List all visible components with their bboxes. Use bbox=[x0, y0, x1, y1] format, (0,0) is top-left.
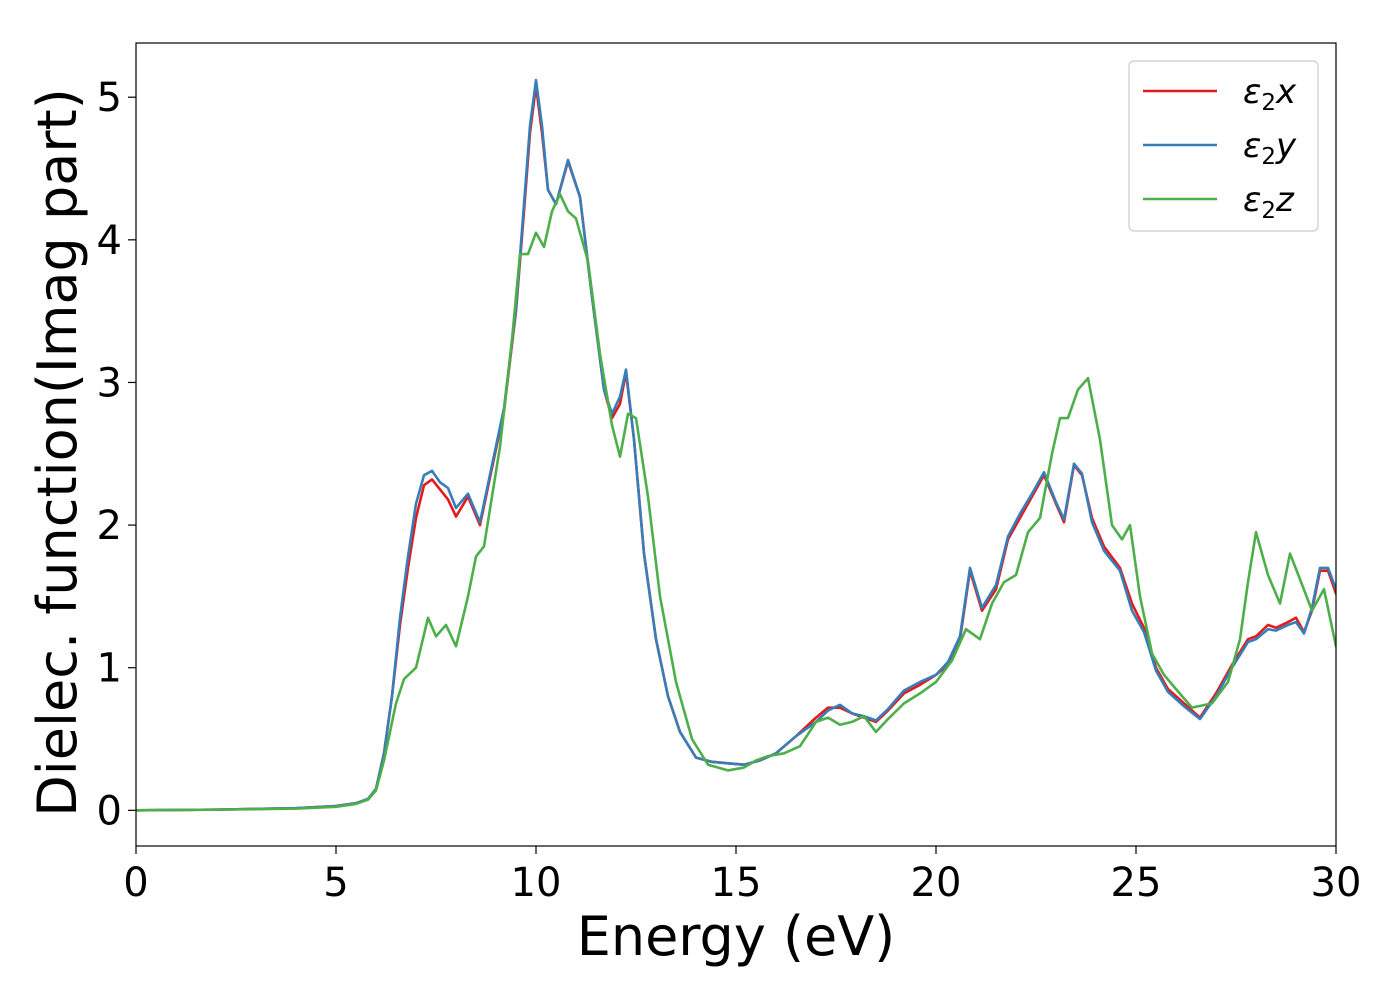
series-line-z bbox=[136, 192, 1336, 812]
legend-epsilon: ε bbox=[1243, 72, 1261, 112]
x-tick-label: 10 bbox=[511, 860, 562, 906]
x-tick-label: 15 bbox=[711, 860, 762, 906]
legend-component: y bbox=[1275, 126, 1297, 166]
y-axis-title: Dielec. function(Imag part) bbox=[26, 88, 89, 817]
y-tick-label: 5 bbox=[97, 75, 122, 121]
x-tick-label: 0 bbox=[123, 860, 148, 906]
legend-component: z bbox=[1275, 180, 1295, 220]
y-tick-label: 1 bbox=[97, 646, 122, 692]
series-group bbox=[136, 78, 1336, 812]
legend-label-x: ε2x bbox=[1243, 72, 1297, 116]
y-tick-label: 4 bbox=[97, 218, 122, 264]
x-tick-label: 5 bbox=[323, 860, 348, 906]
x-tick-label: 30 bbox=[1311, 860, 1362, 906]
y-tick-label: 0 bbox=[97, 788, 122, 834]
legend-epsilon: ε bbox=[1243, 180, 1261, 220]
legend-subscript: 2 bbox=[1261, 198, 1276, 224]
series-line-y bbox=[136, 78, 1336, 812]
y-axis-ticks: 0 1 2 3 4 5 bbox=[97, 75, 136, 834]
legend-subscript: 2 bbox=[1261, 144, 1276, 170]
legend-label-z: ε2z bbox=[1243, 180, 1295, 224]
x-axis-title: Energy (eV) bbox=[577, 905, 896, 968]
legend-subscript: 2 bbox=[1261, 90, 1276, 116]
legend-box bbox=[1128, 60, 1319, 232]
y-tick-label: 3 bbox=[97, 360, 122, 406]
x-tick-label: 25 bbox=[1111, 860, 1162, 906]
legend-epsilon: ε bbox=[1243, 126, 1261, 166]
x-tick-label: 20 bbox=[911, 860, 962, 906]
y-tick-label: 2 bbox=[97, 503, 122, 549]
legend-component: x bbox=[1275, 72, 1297, 112]
legend-label-y: ε2y bbox=[1243, 126, 1297, 170]
x-axis-ticks: 0 5 10 15 20 25 30 bbox=[123, 846, 1361, 906]
